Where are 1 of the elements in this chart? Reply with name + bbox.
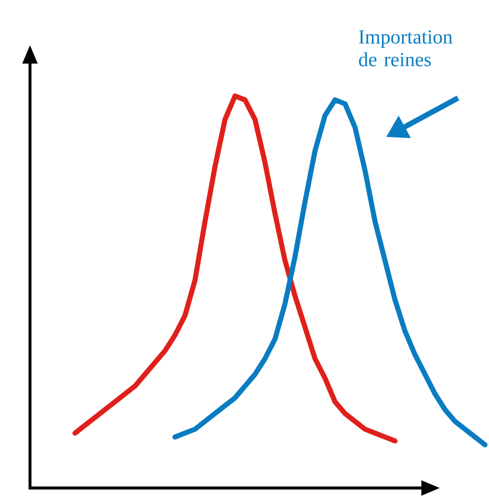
text: Importation de reines xyxy=(359,30,452,66)
